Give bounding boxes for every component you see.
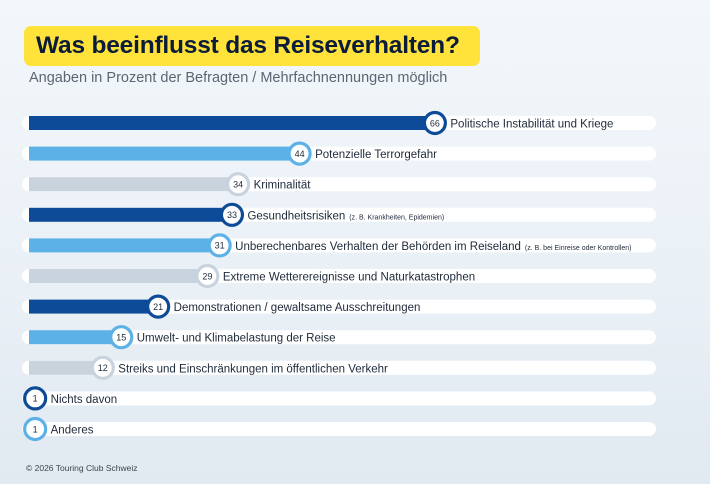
- data-label: 31: [215, 241, 225, 251]
- bar-track: [22, 391, 656, 406]
- bar: [29, 360, 103, 375]
- bar: [29, 269, 208, 283]
- category-label: Anderes: [51, 425, 94, 437]
- category-label: Demonstrationen / gewaltsame Ausschreitu…: [174, 302, 421, 314]
- category-label: Kriminalität: [254, 180, 312, 192]
- bar: [29, 330, 122, 345]
- data-label: 15: [116, 333, 126, 343]
- bar-row: 1 Anderes: [22, 416, 656, 442]
- category-note: (z. B. bei Einreise oder Kontrollen): [525, 245, 632, 252]
- copyright-footer: © 2026 Touring Club Schweiz: [26, 463, 138, 473]
- category-note: (z. B. Krankheiten, Epidemien): [349, 214, 444, 221]
- bar-row: 66 Politische Instabilität und Kriege: [22, 110, 656, 136]
- category-name: Umwelt- und Klimabelastung der Reise: [137, 333, 336, 345]
- value-marker: [219, 202, 245, 227]
- bar: [29, 116, 435, 130]
- value-marker: [195, 263, 220, 289]
- category-label: Politische Instabilität und Kriege: [450, 119, 613, 131]
- category-label: Gesundheitsrisiken (z. B. Krankheiten, Ep…: [247, 210, 444, 222]
- bar-row: 44 Potenzielle Terrorgefahr: [22, 141, 656, 166]
- category-name: Streiks und Einschränkungen im öffentlic…: [118, 363, 388, 375]
- bar-row: 29 Extreme Wetterereignisse und Naturkata…: [22, 263, 656, 289]
- data-label: 34: [233, 180, 243, 190]
- data-label: 66: [430, 118, 440, 128]
- chart-title: Was beeinflusst das Reiseverhalten?: [24, 26, 480, 66]
- bar-row: 34 Kriminalität: [22, 172, 656, 197]
- bar-row: 33 Gesundheitsrisiken (z. B. Krankheiten, …: [22, 202, 656, 227]
- category-name: Politische Instabilität und Kriege: [450, 119, 613, 131]
- data-label: 1: [33, 394, 38, 404]
- value-marker: [23, 386, 48, 411]
- bar-track: [22, 422, 656, 436]
- category-label: Umwelt- und Klimabelastung der Reise: [137, 333, 336, 345]
- category-label: Nichts davon: [51, 394, 117, 406]
- bar: [29, 238, 220, 253]
- category-name: Unberechenbares Verhalten der Behörden i…: [235, 241, 521, 253]
- data-label: 21: [153, 302, 163, 312]
- bar: [29, 299, 159, 314]
- category-name: Nichts davon: [51, 394, 117, 406]
- value-marker: [422, 110, 447, 136]
- bar: [29, 207, 232, 222]
- bar-track: [22, 360, 656, 375]
- category-name: Kriminalität: [254, 180, 312, 192]
- value-marker: [207, 233, 232, 258]
- bar: [29, 146, 300, 161]
- category-name: Extreme Wetterereignisse und Naturkatast…: [223, 272, 475, 284]
- bar-row: 15 Umwelt- und Klimabelastung der Reise: [22, 325, 656, 350]
- bar-row: 31 Unberechenbares Verhalten der Behörden…: [22, 233, 656, 258]
- bar-track: [22, 299, 656, 314]
- value-marker: [90, 355, 115, 380]
- value-marker: [109, 325, 134, 350]
- category-name: Gesundheitsrisiken: [247, 210, 345, 222]
- bar-row: 21 Demonstrationen / gewaltsame Ausschrei…: [22, 294, 656, 319]
- category-name: Anderes: [51, 425, 94, 437]
- bar-track: [22, 330, 656, 345]
- data-label: 29: [202, 271, 212, 281]
- value-marker: [146, 294, 171, 319]
- value-marker: [226, 172, 251, 197]
- value-marker: [23, 416, 48, 442]
- data-label: 12: [98, 363, 108, 373]
- data-label: 44: [295, 149, 305, 159]
- bar-row: 1 Nichts davon: [22, 386, 656, 411]
- category-label: Unberechenbares Verhalten der Behörden i…: [235, 241, 631, 253]
- chart-subtitle: Angaben in Prozent der Befragten / Mehrf…: [29, 70, 448, 86]
- category-label: Extreme Wetterereignisse und Naturkatast…: [223, 272, 475, 284]
- bar-row: 12 Streiks und Einschränkungen im öffentl…: [22, 355, 656, 380]
- category-label: Potenzielle Terrorgefahr: [315, 149, 437, 161]
- value-marker: [287, 141, 312, 166]
- bar: [29, 177, 239, 192]
- category-label: Streiks und Einschränkungen im öffentlic…: [118, 363, 388, 375]
- category-name: Potenzielle Terrorgefahr: [315, 149, 437, 161]
- category-name: Demonstrationen / gewaltsame Ausschreitu…: [174, 302, 421, 314]
- data-label: 1: [33, 424, 38, 434]
- data-label: 33: [227, 210, 237, 220]
